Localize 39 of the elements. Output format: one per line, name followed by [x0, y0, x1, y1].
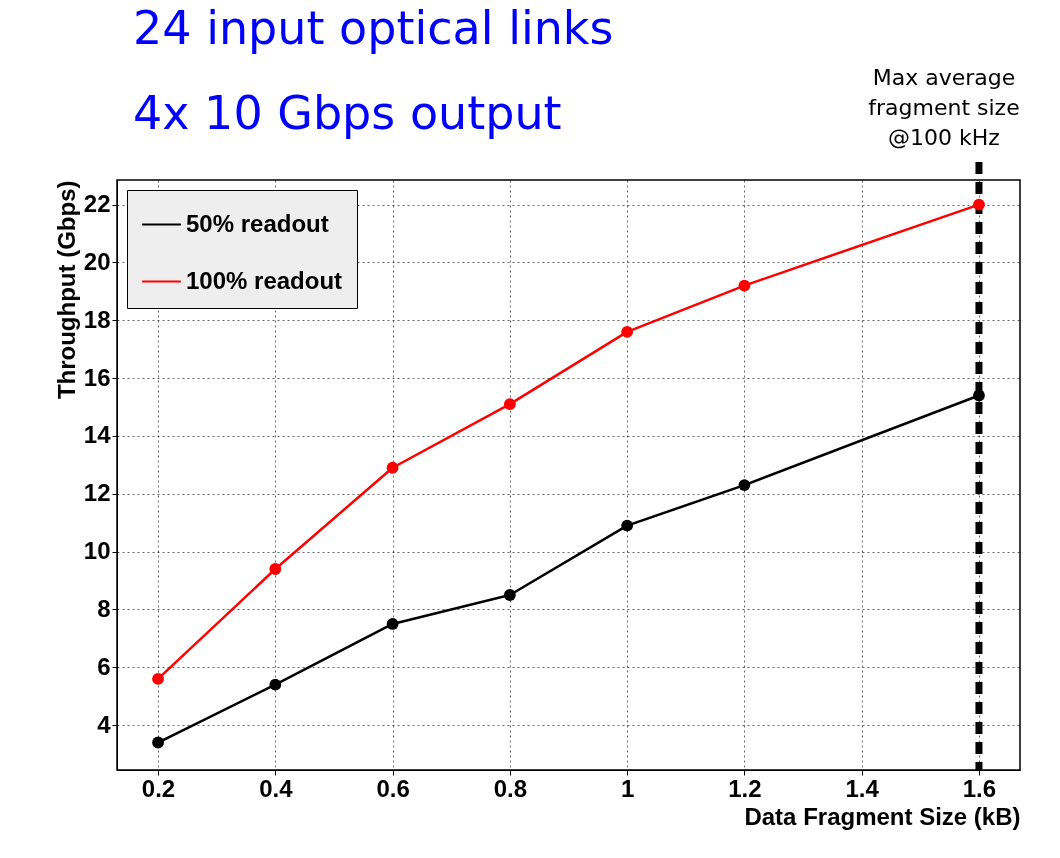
- ref-line-label: Max average fragment size @100 kHz: [868, 65, 1020, 150]
- x-tick-label: 1.6: [962, 774, 997, 802]
- point: [621, 325, 634, 338]
- y-tick-label: 16: [83, 363, 111, 391]
- x-axis-title: Data Fragment Size (kB): [744, 802, 1021, 830]
- point: [973, 198, 985, 211]
- point: [503, 398, 516, 411]
- x-tick-label: 1: [620, 774, 635, 802]
- y-tick-label: 12: [83, 479, 111, 507]
- point: [973, 389, 985, 402]
- point: [269, 563, 282, 575]
- point: [269, 678, 282, 691]
- x-tick-label: 0.2: [141, 774, 176, 802]
- point: [621, 519, 634, 532]
- point: [503, 589, 516, 601]
- text: 4x 10 Gbps output: [133, 86, 562, 140]
- point: [386, 461, 399, 474]
- point: [152, 672, 164, 685]
- point: [738, 479, 751, 492]
- y-axis-title: Throughput (Gbps): [52, 180, 80, 400]
- y-tick-label: 4: [97, 710, 112, 738]
- y-tick-label: 10: [83, 537, 111, 565]
- y-tick-label: 6: [97, 652, 111, 680]
- x-tick-label: 1.4: [845, 774, 880, 802]
- y-tick-label: 18: [83, 305, 111, 333]
- x-tick-label: 0.4: [259, 774, 294, 802]
- x-tick-label: 0.8: [493, 774, 528, 802]
- y-tick-label: 8: [97, 594, 111, 622]
- x-tick-label: 1.2: [728, 774, 762, 802]
- y-tick-label: 14: [83, 421, 112, 449]
- legend-label: 50% readout: [186, 209, 329, 237]
- text: 24 input optical links: [133, 1, 614, 55]
- point: [738, 279, 751, 292]
- y-tick-label: 20: [83, 247, 111, 275]
- point: [152, 736, 164, 749]
- x-tick-label: 0.6: [376, 774, 410, 802]
- legend-label: 100% readout: [186, 266, 343, 294]
- y-tick-label: 22: [83, 190, 111, 218]
- point: [386, 618, 399, 630]
